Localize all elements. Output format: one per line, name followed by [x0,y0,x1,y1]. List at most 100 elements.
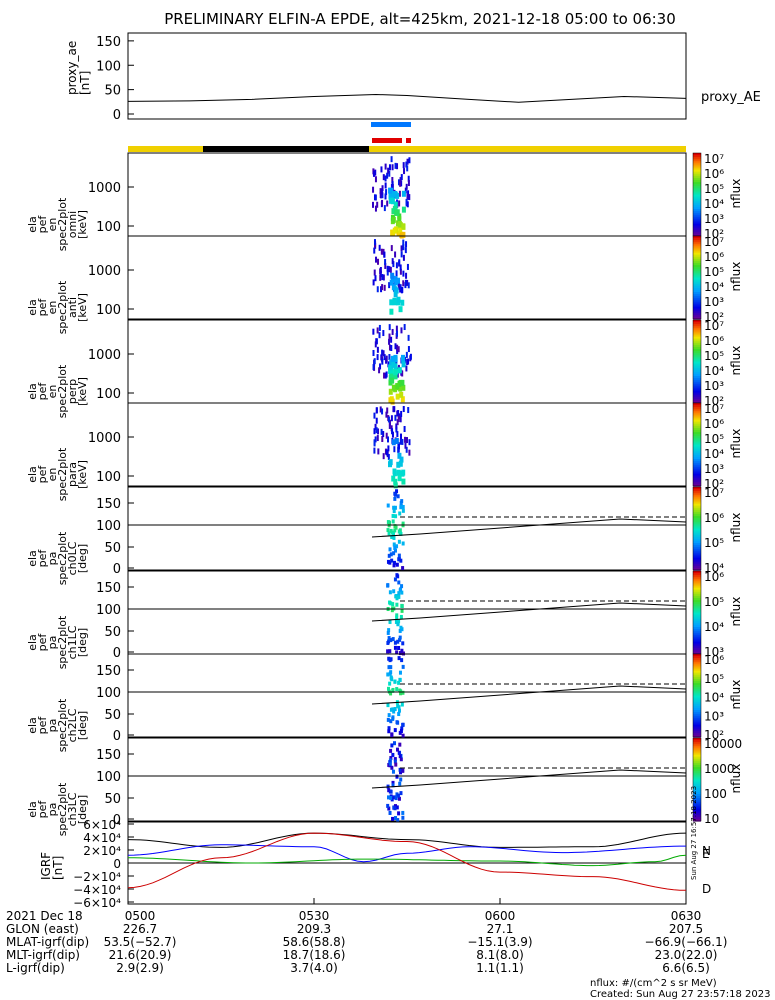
spectrogram-pixel [399,180,402,187]
colorbar-segment [693,649,701,653]
colorbar-segment [693,215,701,218]
colorbar-segment [693,522,701,525]
spectrogram-pixel [380,188,383,195]
igrf-ytick-label: 2×10⁴ [83,844,121,858]
colorbar-segment [693,219,701,223]
colorbar-segment [693,720,701,724]
spectrogram-pixel [397,646,401,651]
spectrogram-pixel [392,299,397,306]
colorbar-segment [693,188,701,191]
footer-created: Created: Sun Aug 27 23:57:18 2023 [590,989,770,1000]
spectrogram-pixel [388,547,392,552]
spectrogram-pixel [393,728,397,733]
spectrogram-pixel [401,190,406,197]
panel-ylabel: spec2plot [56,698,69,752]
spectrogram-pixel [388,761,392,766]
spectrogram-pixel [399,558,403,563]
colorbar-segment [693,446,701,450]
colorbar-segment [693,579,701,582]
colorbar-segment [693,279,701,283]
spectrogram-pixel [396,344,399,351]
spectrogram-pixel [395,262,398,269]
spectrogram-pixel [393,741,397,746]
panel-ylabel: ela [26,717,39,734]
spectrogram-pixel [393,806,397,811]
spectrogram-pixel [399,791,403,796]
colorbar-segment [693,489,701,492]
spectrogram-pixel [388,338,391,345]
colorbar-segment [693,403,701,406]
colorbar-segment [693,456,701,460]
colorbar-segment [693,691,701,695]
spectrogram-pixel [382,174,385,181]
panel-ylabel: pef [36,465,49,484]
colorbar-segment [693,614,701,618]
colorbar-segment [693,501,701,505]
spectrogram-pixel [401,384,406,391]
spectrogram-pixel [401,361,406,368]
spectrogram-pixel [399,503,403,508]
colorbar-segment [693,618,701,622]
spectrogram-pixel [384,175,387,182]
colorbar-frame [692,235,702,320]
colorbar-segment [693,581,701,585]
colorbar-segment [693,701,701,705]
colorbar-segment [693,767,701,770]
colorbar-segment [693,244,701,247]
spectrogram-pixel [391,716,395,721]
panel-ylabel: ch0LC [66,541,79,575]
colorbar-segment [693,806,701,810]
colorbar-tick-label: 10⁴ [704,561,724,575]
spectrogram-pixel [390,190,395,197]
spectrogram-pixel [395,687,399,692]
colorbar-segment [693,157,701,160]
colorbar-segment [693,376,701,379]
spectrogram-pixel [392,563,396,568]
spectrogram-pixel [384,193,387,200]
sunlit-bar-left [128,146,203,152]
spectrogram-pixel [387,788,391,793]
spectrogram-pixel [382,431,385,438]
colorbar-segment [693,415,701,419]
spectrogram-pixel [393,190,398,197]
colorbar-segment [693,434,701,437]
colorbar-segment [693,762,701,766]
spectrogram-pixel [388,266,391,273]
spectrogram-pixel [381,349,384,356]
spectrogram-pixel [372,349,375,356]
spectrogram-pixel [391,816,395,821]
spectrogram-pixel [389,670,393,675]
spectrogram-pixel [394,279,399,286]
ytick-label: 1000 [88,431,121,446]
spectrogram-pixel [389,552,393,557]
igrf-ytick-label: −4×10⁴ [73,883,121,897]
colorbar-segment [693,524,701,528]
colorbar-segment [693,351,701,354]
panel-ylabel: para [66,462,79,487]
colorbar-segment [693,221,701,225]
ytick-label: 50 [104,541,121,556]
colorbar-segment [693,442,701,446]
spectrogram-pixel [378,244,381,251]
spectrogram-pixel [396,818,400,823]
colorbar-tick-label: 10² [704,728,724,742]
spectrogram-pixel [388,810,392,815]
panel-ylabel: pa [46,552,59,566]
spectrogram-pixel [373,239,376,246]
spectrogram-pixel [388,324,391,331]
colorbar-tick-label: 10⁷ [704,235,724,249]
colorbar-segment [693,610,701,614]
colorbar-segment [693,322,701,325]
spectrogram-pixel [386,672,390,677]
panel-ylabel: [keV] [76,210,89,239]
colorbar-segment [693,407,701,410]
colorbar-segment [693,465,701,468]
colorbar-tick-label: 10³ [704,462,724,476]
colorbar-segment [693,271,701,274]
spectrogram-pixel [391,176,394,183]
colorbar-segment [693,789,701,793]
colorbar-segment [693,666,701,670]
proxy-ae-ytick-label: 100 [96,59,121,74]
colorbar-segment [693,225,701,229]
